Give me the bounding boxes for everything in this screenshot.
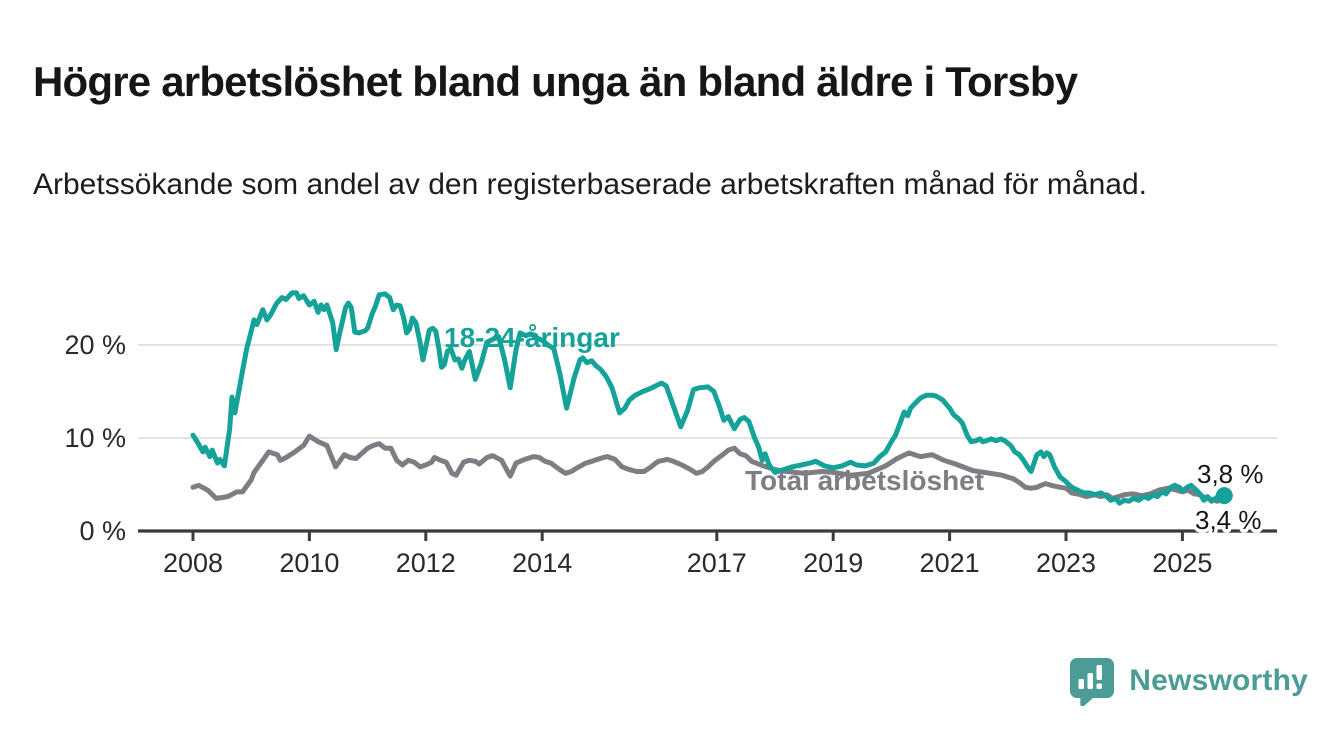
page-title: Högre arbetslöshet bland unga än bland ä… bbox=[33, 58, 1078, 106]
youth-series-label: 18-24-åringar bbox=[444, 322, 620, 353]
x-axis-tick-label: 2008 bbox=[163, 548, 223, 578]
newsworthy-logo-text: Newsworthy bbox=[1129, 664, 1308, 697]
newsworthy-logo: Newsworthy bbox=[1068, 656, 1308, 707]
x-axis-tick-label: 2025 bbox=[1152, 548, 1212, 578]
total-end-value-label: 3,4 % bbox=[1195, 505, 1262, 535]
y-axis-tick-label: 10 % bbox=[64, 423, 126, 453]
total-series-label: Total arbetslöshet bbox=[745, 465, 984, 496]
youth-series-line bbox=[190, 290, 1227, 506]
x-axis-tick-label: 2010 bbox=[279, 548, 339, 578]
x-axis-tick-label: 2019 bbox=[803, 548, 863, 578]
total-series-line bbox=[190, 433, 1227, 504]
x-axis-tick-label: 2014 bbox=[512, 548, 572, 578]
newsworthy-chart-bubble-icon bbox=[1068, 656, 1116, 707]
youth-end-value-label: 3,8 % bbox=[1197, 459, 1264, 489]
x-axis-tick-label: 2023 bbox=[1036, 548, 1096, 578]
page-subtitle: Arbetssökande som andel av den registerb… bbox=[33, 168, 1147, 201]
x-axis-tick-label: 2012 bbox=[396, 548, 456, 578]
y-axis-tick-label: 0 % bbox=[79, 516, 126, 546]
x-axis-tick-label: 2017 bbox=[687, 548, 747, 578]
x-axis-tick-label: 2021 bbox=[920, 548, 980, 578]
youth-series-end-dot bbox=[1215, 487, 1233, 505]
y-axis-tick-label: 20 % bbox=[64, 330, 126, 360]
